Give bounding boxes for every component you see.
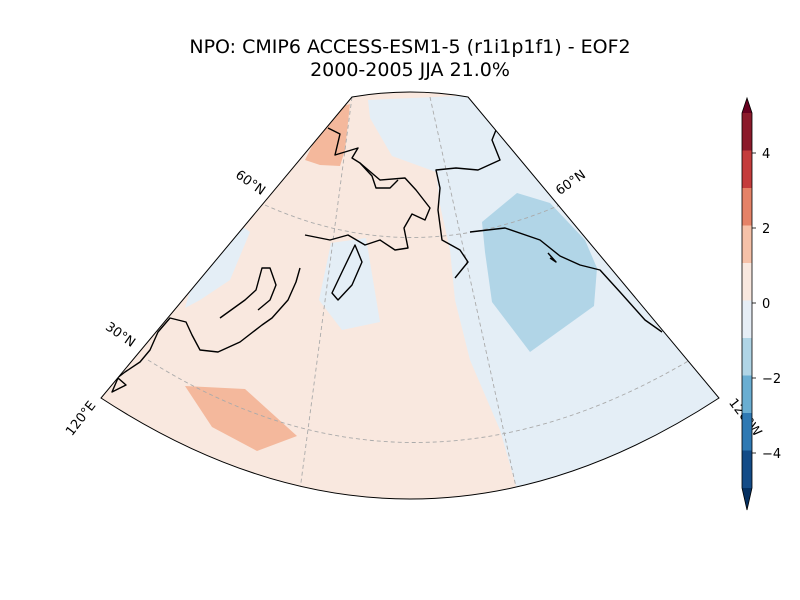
negative-anomaly-region-okhotsk [319, 238, 380, 330]
figure-title-line-1: NPO: CMIP6 ACCESS-ESM1-5 (r1i1p1f1) - EO… [189, 36, 630, 58]
figure-title-line-2: 2000-2005 JJA 21.0% [310, 59, 510, 81]
colorbar-extend-bottom [742, 488, 752, 510]
colorbar-tick-label: −2 [762, 372, 781, 387]
colorbar-level [742, 263, 752, 301]
lat-label-60n-west: 60°N [232, 168, 267, 199]
colorbar-extend-top [742, 98, 752, 113]
positive-anomaly-core-subtropics [185, 386, 297, 451]
colorbar-level [742, 225, 752, 263]
lon-label-120e: 120°E [63, 399, 99, 439]
positive-anomaly-core-siberia [305, 104, 350, 166]
colorbar-outline [741, 96, 753, 511]
colorbar-level [742, 375, 752, 413]
colorbar-tick-label: 4 [762, 147, 770, 162]
graticule [147, 96, 691, 499]
colorbar-level [742, 338, 752, 376]
colorbar-level [742, 150, 752, 188]
negative-anomaly-region-west [185, 225, 250, 308]
map-boundary [100, 91, 720, 500]
negative-anomaly-core-alaska [482, 193, 597, 352]
colorbar-tick-label: 0 [762, 297, 770, 312]
colorbar-ticks [752, 152, 756, 454]
colorbar-tick-label: −4 [762, 447, 781, 462]
map-area [101, 92, 719, 499]
colorbar-level [742, 188, 752, 226]
colorbar-level [742, 113, 752, 151]
colorbar-tick-label: 2 [762, 222, 770, 237]
colorbar-level [742, 450, 752, 488]
lat-label-60n-east: 60°N [553, 168, 588, 199]
colorbar-level [742, 300, 752, 338]
colorbar: 4 2 0 −2 −4 [741, 96, 781, 511]
lat-label-30n-west: 30°N [102, 320, 137, 351]
colorbar-level [742, 413, 752, 451]
